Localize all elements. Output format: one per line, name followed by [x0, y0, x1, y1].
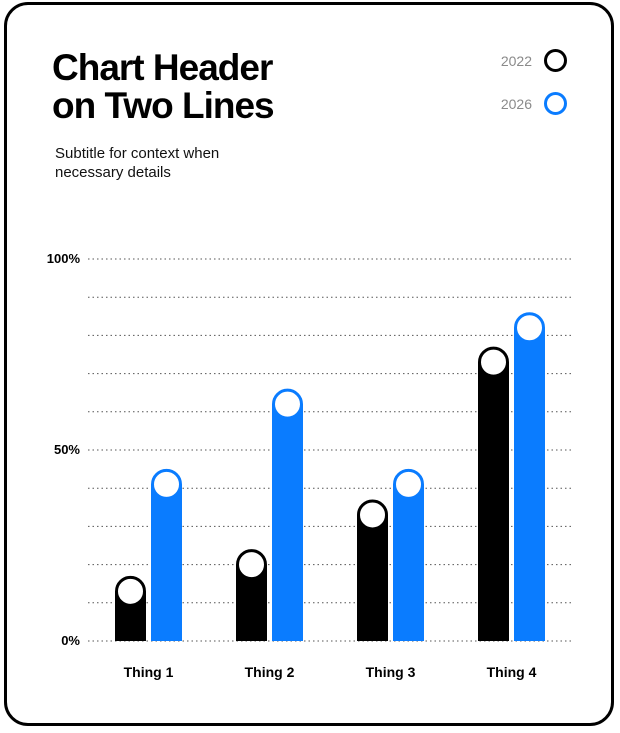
bar-2026-1: [151, 484, 182, 641]
bar-marker-2022-3: [357, 499, 388, 531]
chart-subtitle: Subtitle for context when necessary deta…: [55, 145, 220, 181]
chart-title-line-1: Chart Header: [52, 47, 273, 88]
legend-circle-icon-2022: [544, 49, 567, 72]
chart-title-line-2: on Two Lines: [52, 85, 275, 126]
bar-2022-3: [357, 514, 388, 641]
chart-card: Chart Header on Two Lines Subtitle for c…: [4, 2, 614, 726]
chart-title: Chart Header on Two Lines: [52, 47, 275, 126]
bar-2026-2: [272, 404, 303, 641]
x-category-label: Thing 1: [124, 664, 174, 680]
legend-label-2026: 2026: [500, 95, 532, 112]
bar-2026-3: [393, 484, 424, 641]
x-category-label: Thing 3: [366, 664, 416, 680]
legend-label-2022: 2022: [500, 52, 532, 69]
y-tick-label: 0%: [61, 633, 80, 648]
bar-2026-4: [514, 327, 545, 641]
bar-marker-2026-2: [272, 388, 303, 420]
bar-2022-4: [478, 362, 509, 641]
legend-circle-icon-2026: [544, 92, 567, 115]
x-category-label: Thing 2: [245, 664, 295, 680]
legend-item-2022: 2022: [501, 49, 567, 72]
x-category-label: Thing 4: [487, 664, 537, 680]
bar-marker-2022-1: [115, 575, 146, 607]
y-tick-label: 100%: [47, 251, 81, 266]
bar-marker-2026-4: [514, 312, 545, 344]
legend-item-2026: 2026: [501, 92, 567, 115]
bar-marker-2026-3: [393, 468, 424, 500]
bar-marker-2022-2: [236, 549, 267, 581]
y-tick-label: 50%: [54, 442, 80, 457]
bar-marker-2022-4: [478, 346, 509, 378]
bar-marker-2026-1: [151, 468, 182, 500]
